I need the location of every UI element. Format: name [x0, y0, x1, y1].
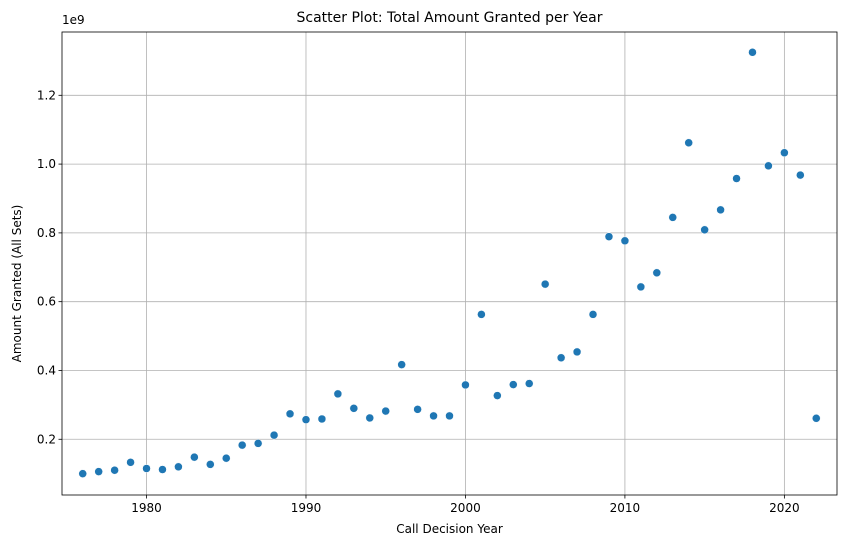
x-tick-label: 2000: [450, 501, 481, 515]
y-offset-text: 1e9: [62, 13, 85, 27]
y-axis-ticks: 0.2 0.4 0.6 0.8 1.0 1.2: [37, 88, 62, 446]
chart-title: Scatter Plot: Total Amount Granted per Y…: [297, 10, 603, 26]
data-point: [684, 138, 693, 148]
data-point: [269, 430, 279, 440]
data-point: [110, 465, 119, 475]
data-point: [333, 389, 343, 399]
x-axis-label: Call Decision Year: [396, 522, 503, 536]
data-point: [636, 282, 646, 292]
data-point: [237, 440, 247, 450]
x-tick-label: 2020: [769, 501, 800, 515]
data-point: [285, 409, 295, 419]
plot-area-frame: [61, 31, 838, 496]
data-point: [158, 465, 167, 474]
data-point: [652, 268, 662, 278]
data-point: [174, 462, 183, 472]
data-point: [94, 467, 103, 476]
y-tick-label: 0.2: [37, 432, 56, 446]
y-axis-label: Amount Granted (All Sets): [10, 205, 24, 363]
data-point: [748, 48, 757, 57]
y-tick-label: 1.2: [37, 88, 56, 102]
data-point: [413, 405, 422, 414]
data-point: [540, 279, 550, 289]
data-point: [572, 347, 582, 357]
grid-lines: [62, 32, 837, 495]
data-point: [524, 379, 534, 388]
data-point: [588, 310, 598, 319]
data-point: [206, 460, 215, 469]
data-point: [429, 411, 438, 421]
data-point: [301, 415, 311, 424]
data-point: [668, 213, 678, 222]
data-point: [253, 439, 263, 448]
data-point: [509, 380, 518, 389]
data-point: [461, 380, 470, 390]
data-point: [812, 414, 821, 423]
data-point: [764, 161, 773, 171]
data-point: [477, 310, 486, 319]
data-point: [78, 469, 87, 478]
data-point: [732, 174, 741, 183]
data-point: [780, 148, 789, 157]
x-axis-ticks: 1980 1990 2000 2010 2020: [131, 495, 800, 515]
data-points: [78, 48, 821, 478]
data-point: [381, 406, 390, 416]
data-point: [556, 353, 566, 363]
data-point: [620, 236, 630, 246]
data-point: [700, 225, 709, 235]
data-point: [317, 414, 327, 424]
y-tick-label: 0.8: [37, 226, 56, 240]
y-tick-label: 1.0: [37, 157, 56, 171]
data-point: [142, 464, 151, 473]
y-tick-label: 0.6: [37, 295, 56, 309]
data-point: [126, 458, 135, 467]
data-point: [604, 232, 614, 241]
x-tick-label: 1990: [291, 501, 322, 515]
data-point: [349, 404, 359, 413]
x-tick-label: 2010: [610, 501, 641, 515]
data-point: [397, 360, 406, 369]
data-point: [796, 170, 805, 180]
data-point: [493, 391, 502, 400]
data-point: [445, 411, 454, 421]
data-point: [190, 452, 199, 462]
data-point: [365, 413, 375, 423]
data-point: [716, 205, 725, 215]
x-tick-label: 1980: [131, 501, 162, 515]
y-tick-label: 0.4: [37, 363, 56, 377]
data-point: [221, 453, 231, 463]
